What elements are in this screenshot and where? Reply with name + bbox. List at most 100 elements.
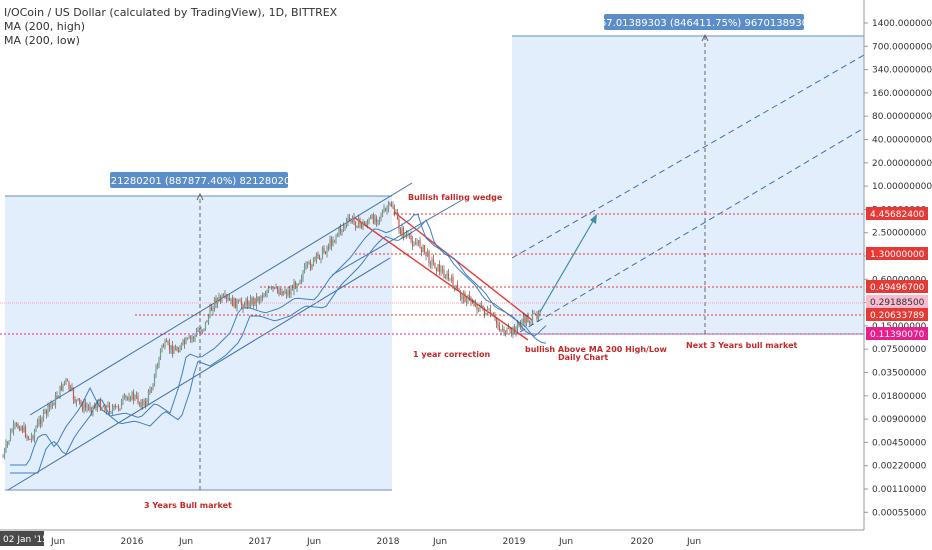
legend-title: I/OCoin / US Dollar (calculated by Tradi… [4,6,338,19]
x-tick-label: Jun [558,537,573,547]
candle-body [260,296,262,300]
candle-body [528,322,531,323]
candle-body [299,280,301,284]
candle-body [335,236,337,240]
candle-body [110,411,112,413]
candle-body [321,248,324,259]
candle-body [41,419,43,425]
candle-body [84,403,87,408]
candle-body [480,305,483,307]
candle-body [95,406,97,409]
candle-body [213,298,216,310]
y-tick-label: 0.01800000 [872,392,927,402]
candle-body [200,330,202,332]
candle-body [117,406,120,409]
candle-body [512,327,514,335]
candle-body [101,407,103,411]
candle-body [65,379,67,381]
candle-body [467,295,469,302]
candle-body [516,323,519,328]
candle-body [128,397,130,400]
candle-body [20,426,22,431]
candle-body [497,323,499,327]
candle-body [38,419,40,423]
candle-body [173,350,175,354]
candle-body [345,221,348,226]
measure-label-1: 8.21280201 (887877.40%) 821280201 [101,176,296,187]
candle-body [120,400,123,410]
candle-body [221,295,223,301]
y-tick-label: 80.00000000 [872,112,932,122]
candle-body [458,288,460,292]
candle-body [171,345,174,354]
candle-body [144,400,147,406]
candle-body [531,313,534,322]
candle-body [227,297,229,299]
candle-body [257,297,259,301]
candle-body [11,430,13,432]
candle-body [320,258,322,260]
candle-body [537,313,540,319]
candle-body [188,336,190,339]
candle-body [453,286,456,289]
annotation-daily: Daily Chart [558,353,608,362]
candle-body [486,310,489,314]
candle-body [123,395,126,399]
candle-body [60,385,63,391]
candle-body [357,218,360,228]
candle-body [192,337,195,339]
x-axis[interactable]: 02 Jan '15 Jun 2016 Jun 2017 Jun 2018 Jun 2019 Ju… [0,531,701,547]
candle-body [143,400,145,402]
candle-body [198,330,201,332]
candle-body [414,242,417,246]
candle-body [113,405,115,409]
candle-body [18,427,21,431]
candle-body [383,208,385,212]
candle-body [3,449,6,457]
measure-label-2: 967.01389303 (846411.75%) 96701389303 [594,18,815,29]
candle-body [231,298,234,307]
legend-ma-high: MA (200, high) [4,20,86,33]
candle-body [353,217,355,222]
candle-body [137,395,139,404]
candle-body [251,298,253,304]
candle-body [473,303,475,306]
candle-body [72,389,75,400]
candle-body [264,295,267,297]
candle-body [416,242,418,244]
y-tick-label: 40.00000000 [872,136,932,146]
candle-body [300,278,303,281]
candle-body [134,396,136,400]
candle-body [426,251,429,256]
ma-200-low-line [10,219,547,474]
candle-body [524,316,526,323]
candle-body [530,321,532,323]
price-label-bg [866,207,928,220]
price-label: 0.11390070 [870,330,925,340]
candle-body [189,336,192,339]
y-tick-label: 0.15000000 [872,322,927,332]
candle-body [503,329,505,333]
candle-body [258,299,261,301]
candle-body [375,217,378,222]
candle-body [444,277,447,279]
candle-body [62,383,64,391]
candle-body [491,313,493,316]
candle-body [296,284,298,289]
candle-body [425,251,427,256]
candle-body [534,313,537,315]
candle-body [515,327,517,334]
legend-ma-low: MA (200, low) [4,34,80,47]
candle-body [182,340,184,344]
candle-body [146,400,148,406]
candle-body [329,239,331,248]
candle-body [93,405,96,407]
candle-body [489,309,492,316]
candle-body [266,291,268,296]
candle-body [432,259,435,263]
candle-body [236,301,238,309]
candle-body [63,380,66,384]
candle-body [179,348,181,353]
candle-body [326,247,328,254]
